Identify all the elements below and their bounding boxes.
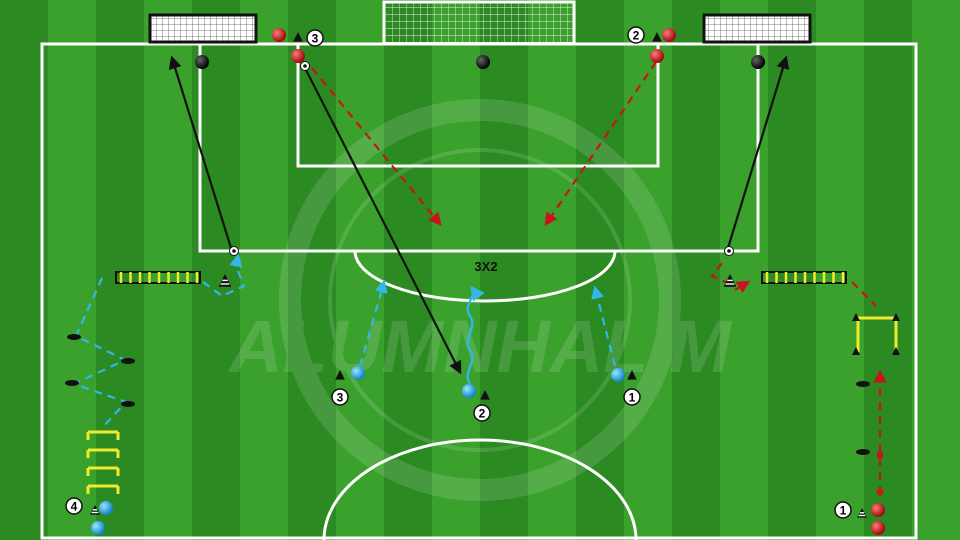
soccer-balls [229,61,734,256]
svg-text:1: 1 [629,391,636,405]
mini-goal-right [702,13,812,44]
grass-stripe [240,0,288,540]
grass-stripe [768,0,816,540]
grass-stripe [912,0,960,540]
hurdle-gate [856,316,898,352]
defender-run-right [544,61,657,227]
center-circle [322,438,638,540]
defender-run-left [311,67,442,227]
cone [652,32,662,42]
grass-stripe [816,0,864,540]
pass-arrow-center [304,67,462,375]
agility-zigzag-left [71,277,128,429]
grass-stripe [720,0,768,540]
badge-red-2: 2 [627,26,645,44]
defender-runs [311,61,887,494]
attacker-runs [71,253,617,429]
red-wide-run [710,257,748,290]
red-player [272,28,286,42]
svg-text:2: 2 [633,29,640,43]
cone [857,508,867,518]
grass-stripe [144,0,192,540]
blue-player [462,384,476,398]
watermark-text: ALUMNHALIM [227,305,732,388]
cone [293,32,303,42]
mini-goal-left [148,13,258,44]
watermark-logo: ALUMNHALIM [227,99,732,501]
cone [480,390,490,400]
svg-text:3: 3 [337,391,344,405]
red-player [662,28,676,42]
mini-hurdles [86,430,120,494]
shot-arrow-left [168,55,233,249]
grass-stripe [576,0,624,540]
speed-ladder-right [761,271,847,284]
red-player [291,49,305,63]
grass-stripe [624,0,672,540]
red-markers [876,451,884,496]
svg-text:2: 2 [479,407,486,421]
cone [892,347,900,355]
main-goal [382,0,576,46]
shot-arrows [168,55,790,375]
red-player [871,503,885,517]
dribble-path [466,285,485,385]
cone [90,505,100,515]
cone [335,370,345,380]
shot-arrow-right [726,55,790,249]
badge-blue-3: 3 [331,388,349,406]
cone [627,370,637,380]
grass-stripe [336,0,384,540]
red-player [871,521,885,535]
attacker-run-left [358,279,388,367]
penalty-arc [353,250,617,303]
grass-stripe [480,0,528,540]
blue-player [91,521,105,535]
grass-stripe [432,0,480,540]
grass-stripe [0,0,48,540]
wide-run-left [202,253,246,298]
grass-stripe [864,0,912,540]
blue-player [611,368,625,382]
red-side-run [851,281,877,307]
blue-player [351,366,365,380]
badge-blue-1: 1 [623,388,641,406]
cone [218,274,232,287]
cone [723,274,737,287]
svg-text:1: 1 [840,504,847,518]
badge-red-1: 1 [834,501,852,519]
grass-stripe [48,0,96,540]
grass-stripe [672,0,720,540]
cone [852,313,860,321]
grass-stripe [288,0,336,540]
speed-ladder-left [115,271,201,284]
red-player [650,49,664,63]
red-team [272,28,885,535]
badge-blue-4: 4 [65,497,83,515]
blue-player [99,501,113,515]
svg-text:3: 3 [312,32,319,46]
svg-text:4: 4 [71,500,78,514]
grass-stripe [96,0,144,540]
flat-markers [65,334,870,455]
cone [892,313,900,321]
blue-team [91,366,625,535]
neutral-balls [195,55,765,69]
badge-red-3: 3 [306,29,324,47]
badge-blue-2: 2 [473,404,491,422]
player-badges: 3 2 1 4 3 2 1 [65,26,852,519]
cone [852,347,860,355]
cones [90,32,900,518]
drill-title: 3X2 [474,259,497,274]
